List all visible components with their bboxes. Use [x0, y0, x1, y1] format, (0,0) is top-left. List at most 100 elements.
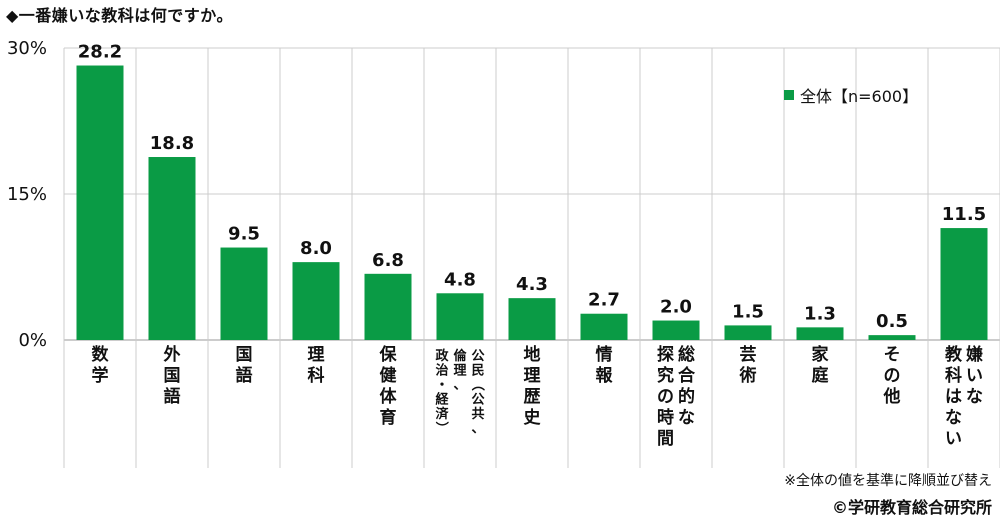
- category-label: 芸術: [739, 344, 757, 386]
- category-label-char: 家: [812, 344, 829, 365]
- bar: [508, 298, 556, 340]
- category-label-char: い: [966, 366, 983, 386]
- category-label-char: 間: [657, 429, 674, 449]
- category-label-char: 政: [435, 348, 449, 364]
- category-label-char: 公: [471, 393, 484, 408]
- category-label-char: 語: [236, 365, 253, 386]
- category-label-char: 理: [524, 366, 541, 386]
- category-label-char: 芸: [740, 344, 757, 365]
- category-label-char: 探: [657, 344, 674, 365]
- value-label: 2.7: [588, 290, 620, 311]
- category-label-char: 語: [164, 386, 181, 407]
- category-label-char: 体: [380, 386, 398, 407]
- legend-label: 全体【n=600】: [800, 87, 919, 106]
- value-label: 1.3: [804, 303, 836, 324]
- category-label-char: 歴: [524, 387, 541, 407]
- category-label-char: 術: [739, 365, 757, 386]
- y-tick-label: 30%: [7, 38, 47, 59]
- category-label-char: 経: [435, 392, 449, 408]
- bar: [940, 228, 988, 340]
- category-label: 数学: [92, 344, 110, 386]
- value-label: 9.5: [228, 224, 260, 245]
- legend-swatch: [784, 90, 794, 100]
- category-label-char: い: [945, 429, 962, 449]
- category-label-char: ・: [435, 378, 448, 393]
- value-label: 6.8: [372, 250, 404, 271]
- category-label-char: 的: [678, 386, 695, 407]
- category-label: 公民（公共、倫理、政治・経済）: [433, 348, 485, 437]
- bar: [868, 335, 916, 340]
- category-label: 家庭: [812, 344, 829, 386]
- category-label-char: な: [966, 387, 983, 407]
- bar: [76, 65, 124, 341]
- category-label: 情報: [596, 344, 614, 386]
- category-label-char: な: [678, 408, 695, 428]
- value-label: 1.5: [732, 301, 764, 322]
- category-label: 国語: [236, 345, 253, 386]
- category-label-char: 国: [236, 345, 253, 365]
- category-label-char: な: [945, 408, 962, 428]
- category-label-char: 保: [379, 344, 398, 365]
- value-label: 0.5: [876, 311, 908, 332]
- category-label-char: 民: [471, 364, 484, 379]
- category-label-char: そ: [884, 345, 901, 365]
- category-label-char: 、: [453, 378, 466, 393]
- category-label: 理科: [308, 345, 325, 386]
- legend: 全体【n=600】: [784, 83, 918, 107]
- category-label-char: の: [884, 366, 901, 386]
- category-label-char: 時: [657, 407, 674, 428]
- category-label-char: 他: [883, 386, 901, 407]
- bar: [724, 325, 772, 340]
- y-tick-label: 15%: [7, 184, 47, 205]
- copyright-credit: ©学研教育総合研究所: [831, 498, 992, 517]
- category-label-char: 治: [435, 363, 448, 379]
- category-label-char: 理: [308, 345, 325, 365]
- category-label-char: 公: [471, 349, 484, 364]
- value-label: 28.2: [78, 42, 122, 63]
- bar: [652, 320, 700, 340]
- category-label-char: 科: [945, 365, 962, 386]
- bar: [292, 262, 340, 340]
- category-label-char: 報: [596, 365, 614, 386]
- footnote: ※全体の値を基準に降順並び替え: [784, 473, 992, 489]
- category-label-char: 倫: [453, 348, 467, 364]
- y-tick-label: 0%: [18, 330, 47, 351]
- value-label: 18.8: [150, 133, 194, 154]
- bar: [436, 293, 484, 340]
- category-label-char: ）: [433, 421, 449, 434]
- category-label-char: 学: [92, 365, 109, 386]
- bar: [364, 273, 412, 340]
- category-label-char: の: [657, 387, 674, 407]
- value-label: 8.0: [300, 238, 332, 259]
- value-label: 11.5: [942, 204, 986, 225]
- category-label-char: 教: [944, 344, 963, 365]
- category-label-char: は: [945, 387, 962, 407]
- category-label-char: 数: [92, 344, 110, 365]
- category-label: その他: [883, 345, 901, 407]
- category-label-char: 総: [678, 344, 695, 365]
- category-label-char: 究: [657, 365, 674, 386]
- category-label-char: 合: [678, 365, 696, 386]
- category-label: 外国語: [164, 344, 181, 407]
- bar: [220, 247, 268, 340]
- category-label-char: 嫌: [965, 344, 983, 365]
- category-label-char: 外: [164, 344, 181, 365]
- category-label-char: 済: [435, 406, 449, 422]
- category-label-char: 国: [164, 366, 181, 386]
- category-label-char: 科: [308, 365, 325, 386]
- category-label-char: 地: [524, 344, 541, 365]
- category-label-char: 理: [453, 364, 466, 379]
- category-label-char: 情: [596, 344, 613, 365]
- category-label-char: 庭: [812, 365, 829, 386]
- category-label-char: 健: [380, 365, 397, 386]
- bar: [580, 313, 628, 340]
- category-label-char: 史: [524, 407, 542, 428]
- category-label-char: 育: [380, 407, 397, 428]
- category-label-char: 共: [471, 406, 484, 422]
- value-label: 4.3: [516, 274, 548, 295]
